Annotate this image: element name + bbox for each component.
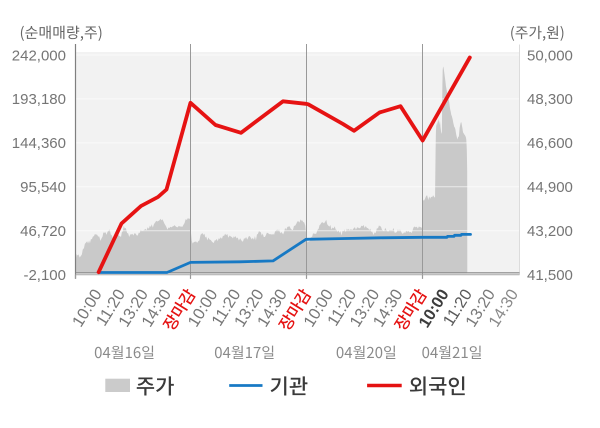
svg-text:41,500: 41,500 bbox=[527, 267, 573, 284]
svg-text:44,900: 44,900 bbox=[527, 179, 573, 196]
svg-text:-2,100: -2,100 bbox=[23, 267, 66, 284]
svg-text:50,000: 50,000 bbox=[527, 47, 573, 64]
svg-text:46,600: 46,600 bbox=[527, 135, 573, 152]
svg-text:144,360: 144,360 bbox=[12, 135, 66, 152]
svg-text:48,300: 48,300 bbox=[527, 91, 573, 108]
svg-text:95,540: 95,540 bbox=[20, 179, 66, 196]
svg-text:43,200: 43,200 bbox=[527, 223, 573, 240]
svg-text:242,000: 242,000 bbox=[12, 47, 66, 64]
svg-text:46,720: 46,720 bbox=[20, 223, 66, 240]
svg-text:193,180: 193,180 bbox=[12, 91, 66, 108]
